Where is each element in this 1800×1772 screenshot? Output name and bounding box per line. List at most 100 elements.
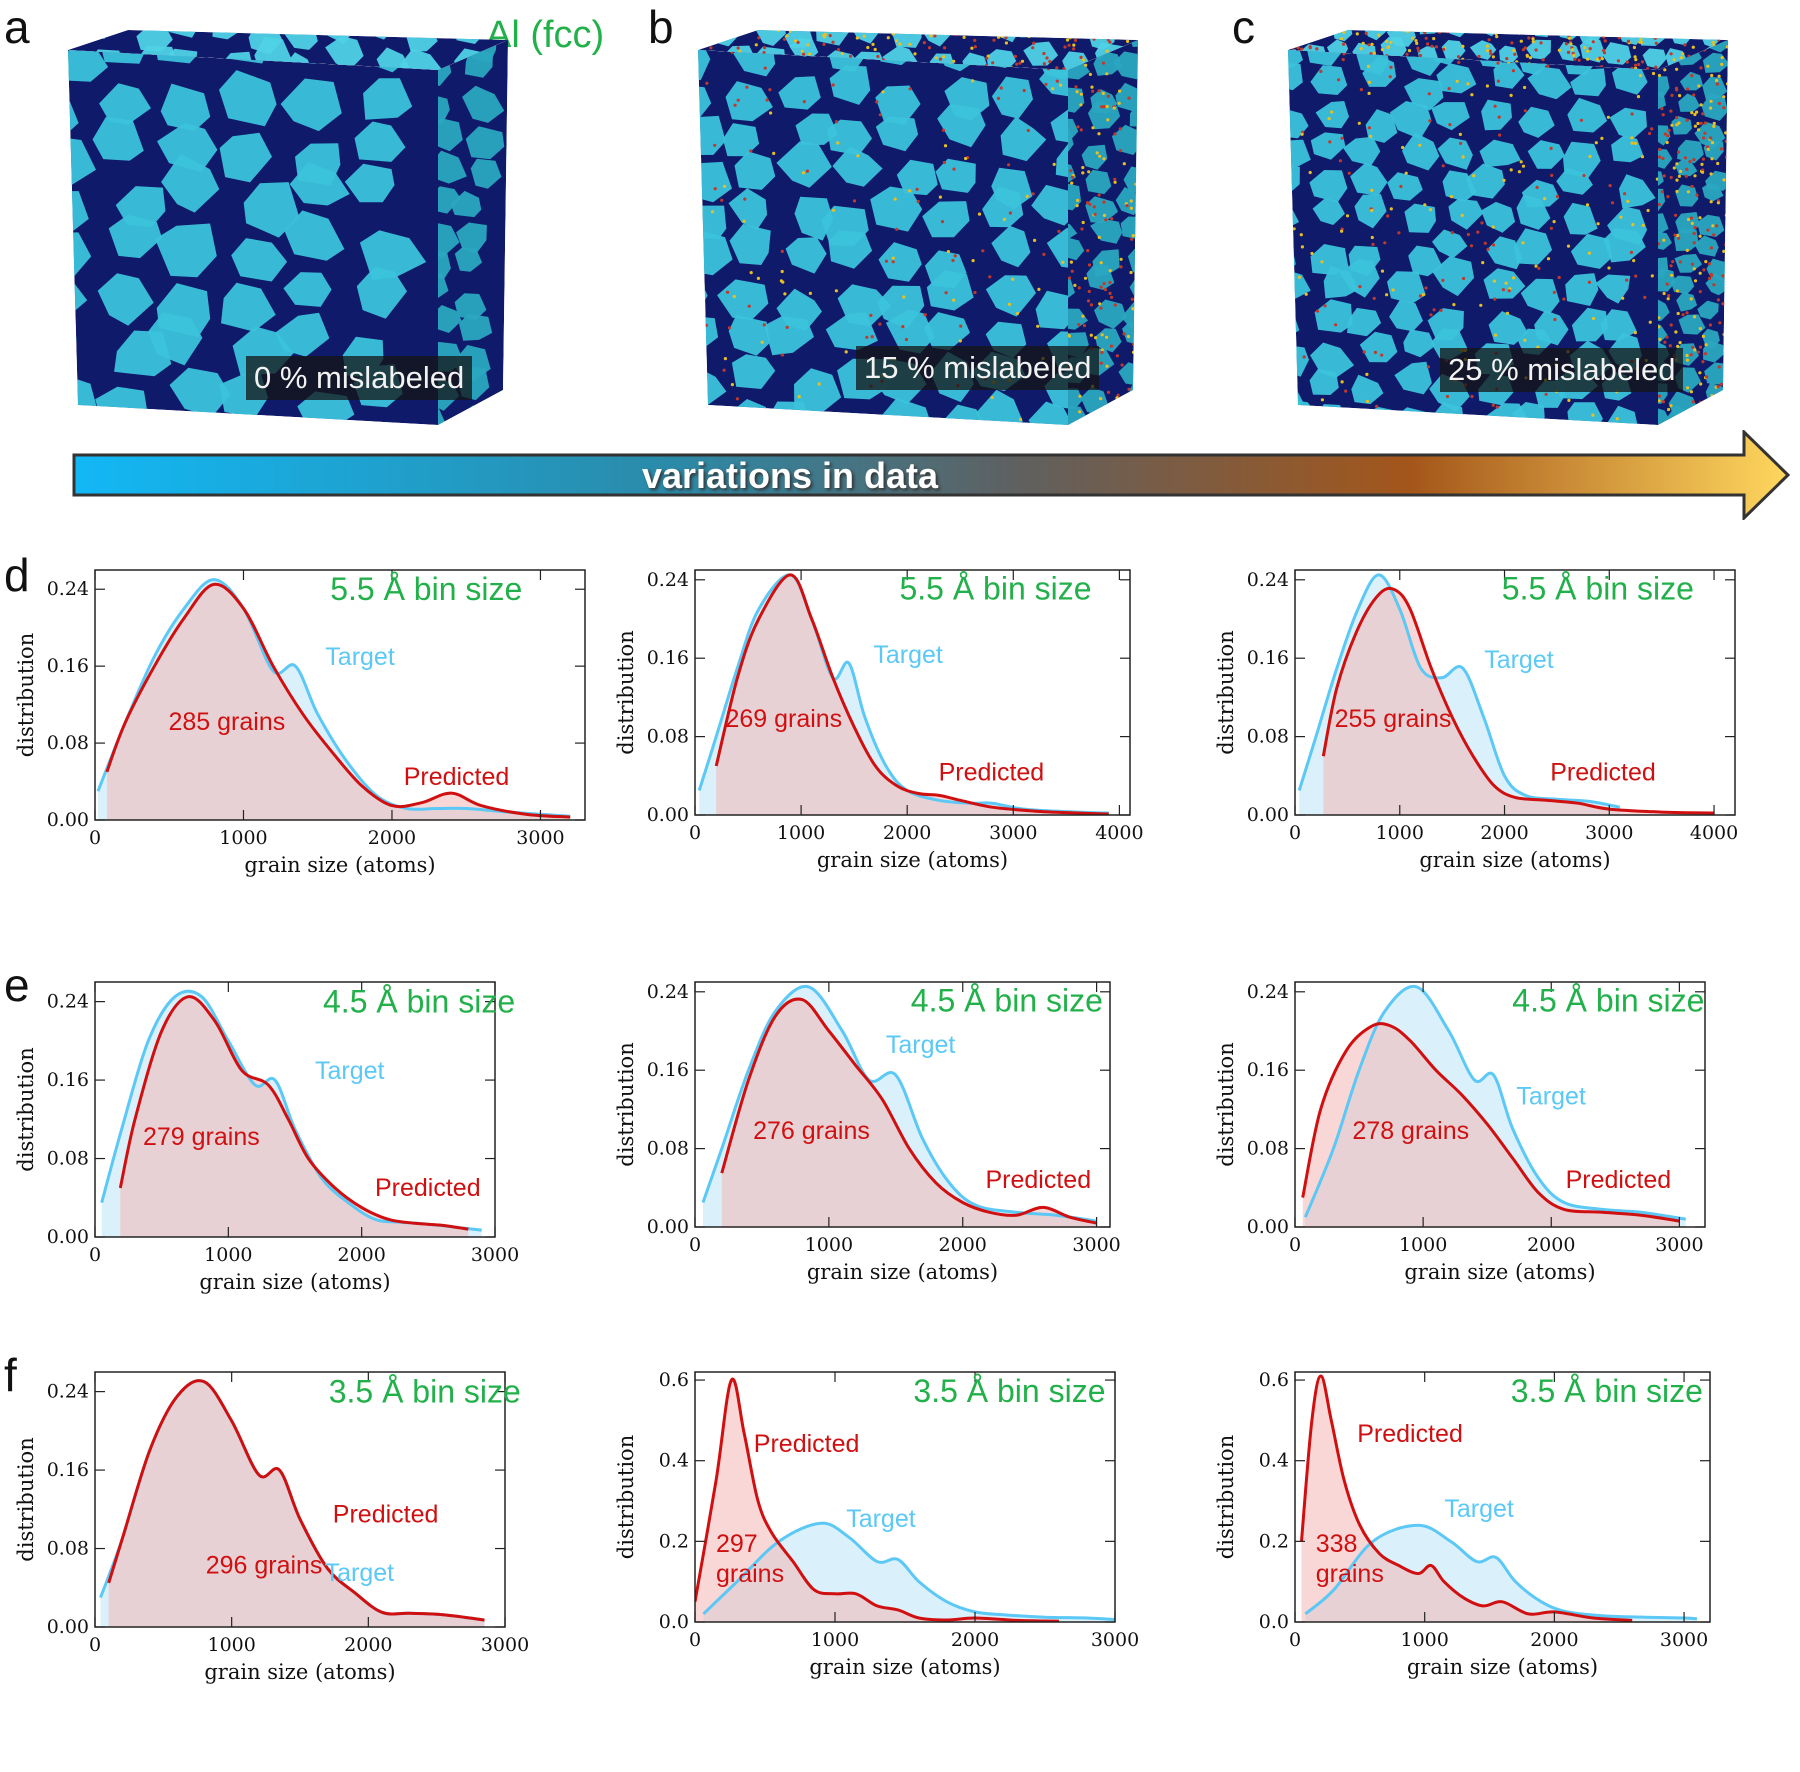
- y-tick-label: 0.00: [647, 804, 689, 826]
- bin-size-label: 4.5 Å bin size: [1512, 982, 1704, 1018]
- chart-e1: 0 1000 2000 3000 0.00 0.08 0.16 0.24 grain size …: [0, 972, 600, 1382]
- predicted-area: [106, 584, 571, 820]
- target-series-line: [697, 573, 1109, 815]
- y-tick-label: 0.08: [647, 1138, 689, 1160]
- predicted-series-line: [1301, 1022, 1680, 1223]
- x-axis-title: grain size (atoms): [244, 853, 435, 877]
- variation-arrow: [72, 428, 1792, 525]
- plot-frame: [94, 1371, 506, 1628]
- cube-face-f: [1288, 50, 1658, 425]
- y-tick-label: 0.0: [659, 1611, 689, 1633]
- mislabel-tag-25: 25 % mislabeled: [1440, 348, 1684, 392]
- y-tick-label: 0.24: [47, 578, 89, 600]
- microstructure-cube-25: [1288, 30, 1728, 430]
- y-tick-label: 0.24: [1247, 569, 1289, 591]
- x-tick-label: 0: [689, 1234, 701, 1256]
- x-tick-label: 1000: [207, 1634, 255, 1656]
- bin-size-label: 5.5 Å bin size: [1502, 570, 1694, 606]
- y-tick-label: 0.00: [1247, 804, 1289, 826]
- x-tick-label: 1000: [1376, 822, 1424, 844]
- y-tick-label: 0.24: [47, 991, 89, 1013]
- predicted-series-line: [105, 582, 571, 819]
- chart-f3: 0 1000 2000 3000 0.0 0.2 0.4 0.6 grain size (ato…: [1200, 1362, 1800, 1772]
- grain-count-label: 338 grains: [1316, 1530, 1384, 1588]
- bin-size-label: 5.5 Å bin size: [330, 571, 522, 607]
- chart-d3: 0 1000 2000 3000 4000 0.00 0.08 0.16 0.24 grain s…: [1200, 560, 1800, 970]
- y-tick-label: 0.16: [1247, 647, 1289, 669]
- predicted-area: [1301, 1376, 1633, 1622]
- x-axis-title: grain size (atoms): [817, 848, 1008, 872]
- target-label: Target: [886, 1031, 956, 1059]
- x-tick-label: 3000: [1660, 1629, 1708, 1651]
- panel-label-c: c: [1232, 1, 1255, 53]
- predicted-area: [695, 1379, 1059, 1622]
- target-series-line: [1303, 984, 1687, 1221]
- y-tick-label: 0.16: [47, 1459, 89, 1481]
- plot-frame: [694, 1371, 1116, 1623]
- grain-count-label: 255 grains: [1335, 705, 1452, 733]
- x-tick-label: 0: [1289, 1234, 1301, 1256]
- target-label: Target: [325, 643, 395, 671]
- predicted-label: Predicted: [404, 763, 510, 791]
- y-tick-label: 0.6: [659, 1369, 689, 1391]
- x-tick-label: 0: [89, 827, 101, 849]
- plot-frame: [94, 981, 496, 1238]
- y-tick-label: 0.4: [1259, 1450, 1289, 1472]
- y-tick-label: 0.08: [1247, 1138, 1289, 1160]
- cube-face-r: [438, 40, 508, 425]
- bin-size-label: 3.5 Å bin size: [329, 1374, 521, 1410]
- y-tick-label: 0.24: [47, 1381, 89, 1403]
- x-tick-label: 2000: [883, 822, 931, 844]
- chart-e3: 0 1000 2000 3000 0.00 0.08 0.16 0.24 grain size …: [1200, 972, 1800, 1382]
- plot-frame: [1294, 1371, 1711, 1623]
- predicted-series-line: [118, 995, 469, 1231]
- predicted-label: Predicted: [1357, 1420, 1463, 1448]
- y-tick-label: 0.00: [647, 1216, 689, 1238]
- predicted-series-line: [107, 1379, 485, 1622]
- x-tick-label: 0: [89, 1634, 101, 1656]
- x-tick-label: 3000: [481, 1634, 529, 1656]
- panel-label-a: a: [4, 1, 30, 53]
- predicted-area: [120, 996, 469, 1237]
- y-axis-title: distribution: [14, 1437, 38, 1561]
- x-tick-label: 2000: [1527, 1234, 1575, 1256]
- predicted-area: [108, 1380, 485, 1627]
- target-series-line: [96, 578, 571, 818]
- y-axis-title: distribution: [1214, 630, 1238, 754]
- x-tick-label: 0: [689, 822, 701, 844]
- target-label: Target: [846, 1505, 916, 1533]
- microstructure-cube-15: [698, 30, 1138, 430]
- y-tick-label: 0.16: [647, 1059, 689, 1081]
- x-tick-label: 2000: [1530, 1629, 1578, 1651]
- x-tick-label: 4000: [1690, 822, 1738, 844]
- panel-label-f: f: [4, 1349, 17, 1401]
- plot-frame: [1294, 569, 1736, 816]
- bin-size-label: 4.5 Å bin size: [323, 984, 515, 1020]
- y-tick-label: 0.6: [1259, 1369, 1289, 1391]
- grain-count-label: 279 grains: [143, 1123, 260, 1151]
- y-tick-label: 0.16: [47, 1069, 89, 1091]
- target-label: Target: [315, 1057, 385, 1085]
- predicted-series-line: [720, 997, 1097, 1225]
- y-tick-label: 0.08: [47, 732, 89, 754]
- y-tick-label: 0.24: [647, 569, 689, 591]
- y-tick-label: 0.00: [1247, 1216, 1289, 1238]
- mislabel-tag-15: 15 % mislabeled: [856, 346, 1100, 390]
- y-axis-title: distribution: [1214, 1435, 1238, 1559]
- plot-frame: [1294, 981, 1706, 1228]
- y-tick-label: 0.4: [659, 1450, 689, 1472]
- x-tick-label: 3000: [1072, 1234, 1120, 1256]
- y-tick-label: 0.08: [47, 1538, 89, 1560]
- y-axis-title: distribution: [614, 630, 638, 754]
- panel-label-e: e: [4, 959, 30, 1011]
- predicted-series-line: [1321, 586, 1715, 815]
- predicted-label: Predicted: [333, 1500, 439, 1528]
- y-tick-label: 0.08: [647, 726, 689, 748]
- chart-f1: 0 1000 2000 3000 0.00 0.08 0.16 0.24 grain size …: [0, 1362, 600, 1772]
- y-tick-label: 0.16: [647, 647, 689, 669]
- target-label: Target: [1484, 646, 1554, 674]
- x-axis-title: grain size (atoms): [1419, 848, 1610, 872]
- predicted-series-line: [1300, 1374, 1633, 1622]
- x-tick-label: 4000: [1095, 822, 1143, 844]
- y-tick-label: 0.16: [1247, 1059, 1289, 1081]
